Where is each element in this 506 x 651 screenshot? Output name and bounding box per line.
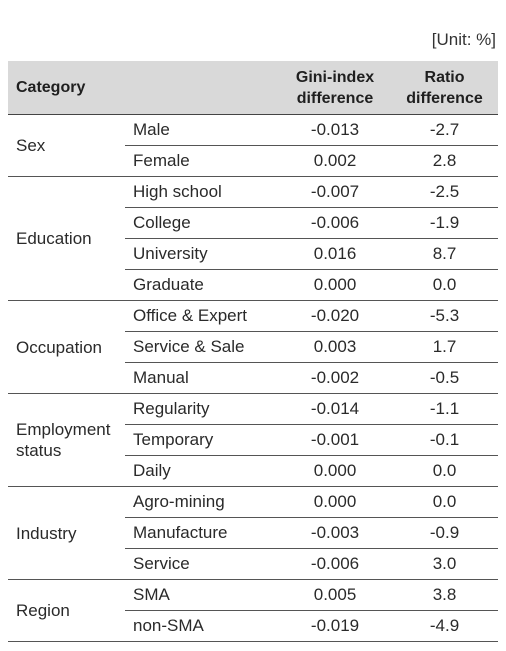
gini-cell: 0.003 [279,331,392,363]
gini-cell: 0.002 [279,145,392,177]
table-header: Category Gini-index difference Ratio dif… [8,61,499,115]
table-row: University 0.016 8.7 [8,238,499,270]
ratio-cell: -1.9 [391,207,499,239]
ratio-cell: 0.0 [391,486,499,518]
gini-cell: 0.000 [279,455,392,487]
unit-label: [Unit: %] [431,30,496,49]
subcategory-cell: SMA [125,579,280,611]
group-label-industry: Industry [8,486,125,580]
header-ratio-difference: Ratio difference [391,61,499,115]
group-label-region: Region [8,579,125,642]
subcategory-cell: High school [125,176,280,208]
ratio-cell: -4.9 [391,610,499,642]
table-row: Temporary -0.001 -0.1 [8,424,499,456]
group-label-line2: status [16,441,62,460]
ratio-cell: -1.1 [391,393,499,425]
subcategory-cell: Service [125,548,280,580]
subcategory-cell: Manufacture [125,517,280,549]
gini-cell: -0.019 [279,610,392,642]
ratio-cell: 8.7 [391,238,499,270]
subcategory-cell: College [125,207,280,239]
ratio-cell: 3.0 [391,548,499,580]
group-label-education: Education [8,176,125,301]
group-label-occupation: Occupation [8,300,125,394]
gini-cell: -0.006 [279,207,392,239]
subcategory-cell: Agro-mining [125,486,280,518]
gini-cell: -0.001 [279,424,392,456]
subcategory-cell: Daily [125,455,280,487]
table-row: Service & Sale 0.003 1.7 [8,331,499,363]
group-label-sex: Sex [8,114,125,177]
table-row: Employment status Regularity -0.014 -1.1 [8,393,499,487]
table-body: Sex Male -0.013 -2.7 Female 0.002 2.8 Ed… [8,114,499,642]
table-row: Female 0.002 2.8 [8,145,499,177]
ratio-cell: 1.7 [391,331,499,363]
table-row: Sex Male -0.013 -2.7 [8,114,499,177]
ratio-cell: -5.3 [391,300,499,332]
table-row: Daily 0.000 0.0 [8,455,499,487]
table-row: Education High school -0.007 -2.5 [8,176,499,301]
header-ratio-line1: Ratio [424,68,465,86]
gini-cell: -0.002 [279,362,392,394]
table-row: Occupation Office & Expert -0.020 -5.3 [8,300,499,394]
subcategory-cell: non-SMA [125,610,280,642]
subcategory-cell: Service & Sale [125,331,280,363]
header-gini-difference: Gini-index difference [279,61,392,115]
ratio-cell: 3.8 [391,579,499,611]
gini-cell: 0.000 [279,486,392,518]
subcategory-cell: Male [125,114,280,146]
table-row: College -0.006 -1.9 [8,207,499,239]
subcategory-cell: University [125,238,280,270]
header-category: Category [8,61,280,115]
table-row: non-SMA -0.019 -4.9 [8,610,499,642]
ratio-cell: 0.0 [391,455,499,487]
gini-cell: -0.006 [279,548,392,580]
subcategory-cell: Female [125,145,280,177]
table-row: Manual -0.002 -0.5 [8,362,499,394]
ratio-cell: 2.8 [391,145,499,177]
gini-cell: -0.020 [279,300,392,332]
table-row: Region SMA 0.005 3.8 [8,579,499,642]
subcategory-cell: Graduate [125,269,280,301]
subcategory-cell: Office & Expert [125,300,280,332]
gini-difference-table: Category Gini-index difference Ratio dif… [8,61,499,642]
group-label-line1: Employment [16,420,111,439]
gini-cell: -0.014 [279,393,392,425]
ratio-cell: -0.9 [391,517,499,549]
gini-cell: -0.003 [279,517,392,549]
gini-cell: 0.000 [279,269,392,301]
ratio-cell: 0.0 [391,269,499,301]
subcategory-cell: Regularity [125,393,280,425]
table-row: Industry Agro-mining 0.000 0.0 [8,486,499,580]
header-gini-line1: Gini-index [295,68,375,86]
gini-cell: 0.005 [279,579,392,611]
ratio-cell: -0.5 [391,362,499,394]
header-ratio-line2: difference [406,89,483,107]
gini-cell: -0.013 [279,114,392,146]
gini-cell: 0.016 [279,238,392,270]
table-row: Graduate 0.000 0.0 [8,269,499,301]
subcategory-cell: Temporary [125,424,280,456]
header-gini-line2: difference [296,89,374,107]
subcategory-cell: Manual [125,362,280,394]
ratio-cell: -0.1 [391,424,499,456]
group-label-employment-status: Employment status [8,393,125,487]
table-row: Service -0.006 3.0 [8,548,499,580]
ratio-cell: -2.7 [391,114,499,146]
gini-cell: -0.007 [279,176,392,208]
ratio-cell: -2.5 [391,176,499,208]
table-row: Manufacture -0.003 -0.9 [8,517,499,549]
